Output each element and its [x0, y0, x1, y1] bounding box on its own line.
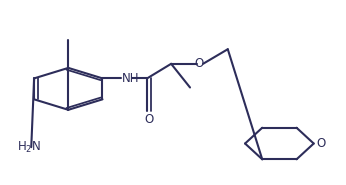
Text: H$_2$N: H$_2$N: [17, 140, 41, 155]
Text: O: O: [194, 57, 203, 70]
Text: O: O: [317, 137, 326, 150]
Text: NH: NH: [122, 72, 139, 85]
Text: O: O: [145, 113, 154, 126]
